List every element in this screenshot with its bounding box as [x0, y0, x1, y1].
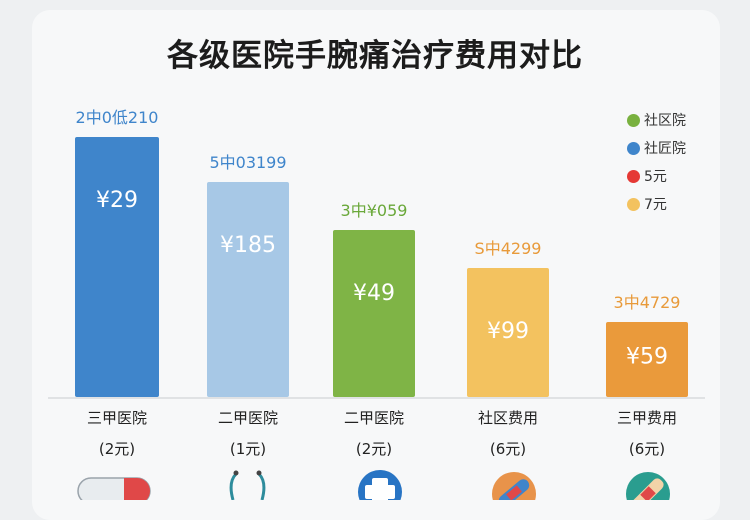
bar-top-label: 2中0低210: [76, 108, 159, 127]
bar-top-label: S中4299: [475, 239, 542, 258]
bar-value-label: ¥59: [626, 344, 668, 369]
legend-item: 5元: [627, 162, 686, 190]
legend-label: 5元: [644, 169, 667, 185]
legend-item: 7元: [627, 190, 686, 218]
x-tick-label: 三甲医院: [87, 409, 147, 427]
x-sublabel: (6元): [490, 440, 526, 458]
stethoscope-icon: [229, 470, 266, 500]
bar-value-label: ¥29: [96, 188, 138, 213]
medical-cross-icon: [358, 470, 402, 500]
chart-title: 各级医院手腕痛治疗费用对比: [167, 38, 583, 74]
bar-value-label: ¥49: [353, 281, 395, 306]
bar-top-label: 3中¥059: [341, 201, 408, 220]
legend-label: 社匠院: [644, 141, 686, 157]
legend: 社区院社匠院 5元 7元: [627, 106, 686, 218]
x-tick-label: 社区费用: [478, 409, 538, 427]
x-tick-label: 二甲医院: [218, 409, 278, 427]
bar-value-label: ¥99: [487, 319, 529, 344]
legend-swatch: [627, 169, 640, 183]
legend-label: 社区院: [644, 113, 686, 129]
bar-top-label: 5中03199: [209, 153, 286, 172]
x-sublabel: (2元): [99, 440, 135, 458]
x-sublabel: (6元): [629, 440, 665, 458]
legend-swatch: [627, 197, 640, 211]
x-sublabel: (1元): [230, 440, 266, 458]
bar: [606, 322, 688, 397]
bandage-icon: [492, 472, 536, 500]
bar: [467, 268, 549, 397]
legend-swatch: [627, 113, 640, 127]
bar: [333, 230, 415, 397]
bar-value-label: ¥185: [220, 233, 276, 258]
bar-top-label: 3中4729: [614, 293, 681, 312]
bar: [207, 182, 289, 397]
x-tick-label: 三甲费用: [617, 409, 677, 427]
legend-item: 社区院: [627, 106, 686, 134]
legend-label: 7元: [644, 197, 667, 213]
legend-swatch: [627, 141, 640, 155]
bar-chart: 2中0低210 ¥29 三甲医院 (2元) 5中03199 ¥185 二甲医院 (1元) 3中¥…: [48, 108, 705, 500]
pill-capsule-icon: [77, 477, 151, 500]
bar: [75, 137, 159, 397]
x-tick-label: 二甲医院: [344, 409, 404, 427]
legend-item: 社匠院: [627, 134, 686, 162]
x-sublabel: (2元): [356, 440, 392, 458]
plaster-icon: [626, 472, 670, 500]
